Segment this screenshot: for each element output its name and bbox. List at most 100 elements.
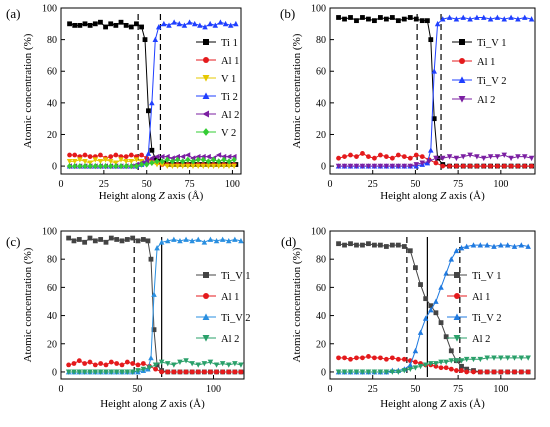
panel-c-point-al-1 [98,361,104,366]
panel-a-point-ti-1 [67,21,72,27]
panel-c-point-al-1 [183,369,189,375]
panel-a-legend-entry-ti-2: Ti 2 [196,92,238,103]
panel-c-point-al-2 [225,362,232,368]
panel-c-point-al-1 [103,362,109,368]
panel-c-point-al-1 [195,369,201,375]
panel-c-point-al-2 [113,369,120,375]
panel-c-point-al-1 [208,369,213,375]
panel-d-point-ti-v-1 [413,265,418,271]
panel-a-y-tick-label: 80 [47,35,57,46]
panel-d-point-al-2 [511,355,518,361]
panel-c-point-al-1 [232,369,238,375]
panel-b-point-ti-v-1 [360,15,365,20]
panel-d-point-al-2 [417,363,424,370]
panel-b-x-axis-label: Height along Z axis (Å) [380,190,485,202]
panel-d-point-ti-v-1 [464,366,470,372]
panel-a-point-v-1 [97,158,104,165]
panel-b-point-ti-v-2 [446,14,453,20]
panel-d-point-ti-v-2 [417,329,424,335]
panel-a-point-v-2 [108,162,114,170]
panel-c-x-tick-label: 100 [206,384,221,395]
panel-a-point-v-1 [205,163,212,169]
panel-b-point-al-2 [487,154,494,160]
panel-c-point-ti-v-2 [171,236,177,242]
panel-c-x-tick-label: 50 [132,384,142,395]
panel-a-point-v-2 [159,158,165,165]
panel-a-legend-label: Al 2 [221,110,239,121]
panel-a-y-tick-label: 40 [47,98,57,109]
panel-a: 0 25 50 75 100 0 20 40 60 80 100 Height along Z axi… [6,4,242,202]
panel-d-point-al-1 [395,356,401,362]
panel-b-point-al-1 [372,155,377,161]
panel-c-point-al-1 [238,369,244,375]
panel-b-legend-entry-ti-v-1: Ti_V 1 [452,38,506,49]
panel-a-point-al-2 [205,153,211,160]
panel-a-plot-frame [60,7,242,175]
panel-a-letter: (a) [6,6,20,21]
panel-a-point-v-1 [82,158,88,165]
panel-a-point-v-1 [66,158,73,165]
panel-d-point-al-1 [471,369,476,375]
panel-b-point-al-2 [433,155,439,162]
panel-d-series-ti-v-1 [336,241,531,375]
panel-a-point-ti-1 [139,24,144,30]
panel-c-point-al-1 [82,361,88,366]
panel-a-point-al-2 [154,153,160,160]
panel-b-point-ti-v-1 [395,18,401,24]
panel-c-point-ti-v-1 [103,239,109,245]
panel-a-point-ti-2 [212,22,219,28]
panel-d-point-ti-v-1 [418,282,423,287]
panel-c-legend-label: Al 2 [221,334,239,345]
panel-a-point-al-1 [67,152,72,158]
panel-d-point-al-2 [371,369,378,375]
panel-d-point-al-1 [512,369,517,375]
panel-a-point-ti-2 [152,36,159,43]
panel-c-y-tick-label: 100 [42,227,57,238]
panel-c-point-al-2 [71,369,77,375]
panel-c-point-ti-v-2 [201,239,208,245]
panel-c-y-axis-label: Atomic concentration (%) [22,247,34,362]
panel-a-point-ti-2 [217,19,224,25]
panel-a-point-al-1 [139,152,144,158]
panel-d-point-al-2 [443,359,449,365]
panel-d-point-al-2 [477,356,484,363]
panel-b-point-al-1 [354,154,359,160]
panel-d-point-ti-v-1 [433,310,439,316]
panel-a-point-v-1 [190,163,196,169]
panel-c-point-ti-v-1 [135,238,141,244]
panel-c-point-ti-v-2 [225,237,232,244]
panel-d-y-axis-label: Atomic concentration (%) [291,247,303,362]
panel-d-point-al-1 [438,365,444,371]
panel-b-point-al-1 [433,160,439,166]
panel-b-point-al-1 [474,163,480,169]
panel-b-legend-entry-al-1: Al 1 [452,57,495,68]
panel-a-point-v-2 [66,162,73,170]
panel-d-plot-frame [329,230,536,380]
panel-d-point-ti-v-1 [336,241,341,247]
panel-b-point-al-2 [395,163,402,169]
panel-b-point-ti-v-1 [354,18,359,24]
panel-c-point-al-2 [140,366,147,373]
panel-d-point-ti-v-1 [395,242,401,248]
panel-a-point-v-1 [123,158,129,165]
panel-d-legend-label: Al 1 [472,292,490,303]
panel-a-point-ti-1 [123,22,129,28]
panel-d-point-al-2 [383,369,390,375]
panel-d-point-al-2 [359,369,366,375]
panel-b-point-al-2 [413,162,420,168]
panel-c-legend-entry-ti-v-1: Ti_V 1 [196,271,250,282]
panel-c-point-al-1 [226,369,232,375]
panel-d-point-al-1 [525,369,531,375]
panel-b-point-ti-v-2 [431,68,437,74]
panel-c-legend-entry-al-1: Al 1 [196,292,239,303]
panel-d-point-al-1 [498,369,504,375]
panel-c-point-al-2 [201,361,208,367]
panel-b-point-ti-v-1 [383,16,389,22]
panel-d-legend-marker [453,335,461,342]
panel-b-point-ti-v-2 [439,16,446,22]
panel-b-point-al-1 [440,163,446,169]
panel-b-point-al-1 [395,152,401,158]
panel-a-series-v-2 [66,156,237,170]
panel-b-x-tick-label: 0 [328,179,333,190]
panel-c-point-al-1 [87,359,93,365]
